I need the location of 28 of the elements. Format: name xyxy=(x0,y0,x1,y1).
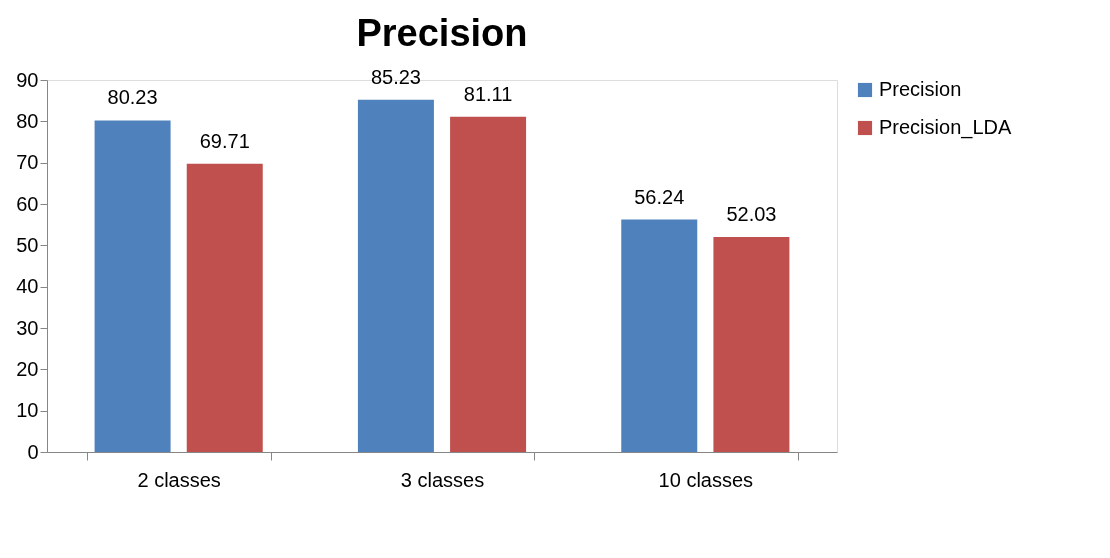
bar xyxy=(713,236,790,452)
bar xyxy=(94,120,171,452)
y-tick-label: 10 xyxy=(16,399,39,422)
x-tick-label: 10 classes xyxy=(658,468,754,491)
y-tick-label: 90 xyxy=(16,68,39,91)
y-tick-label: 20 xyxy=(16,357,39,380)
y-tick-label: 50 xyxy=(16,233,39,256)
y-tick-label: 0 xyxy=(27,440,39,463)
y-tick-label: 80 xyxy=(16,109,39,132)
data-label: 81.11 xyxy=(463,82,513,105)
data-label: 80.23 xyxy=(107,86,158,109)
data-label: 85.23 xyxy=(370,65,421,88)
chart-title: Precision xyxy=(356,11,528,54)
bar xyxy=(450,116,527,452)
y-tick-label: 30 xyxy=(16,316,39,339)
y-tick-label: 60 xyxy=(16,192,39,215)
bar xyxy=(186,163,263,452)
y-tick-label: 70 xyxy=(16,151,39,174)
y-tick-label: 40 xyxy=(16,275,39,298)
data-label: 52.03 xyxy=(726,202,777,225)
bar xyxy=(357,99,434,452)
x-tick-label: 3 classes xyxy=(400,468,485,491)
data-label: 56.24 xyxy=(634,185,685,208)
legend-label: Precision_LDA xyxy=(879,116,1012,139)
legend-label: Precision xyxy=(879,78,962,100)
x-tick-label: 2 classes xyxy=(137,468,221,491)
bar xyxy=(621,219,698,452)
data-label: 69.71 xyxy=(199,129,250,152)
